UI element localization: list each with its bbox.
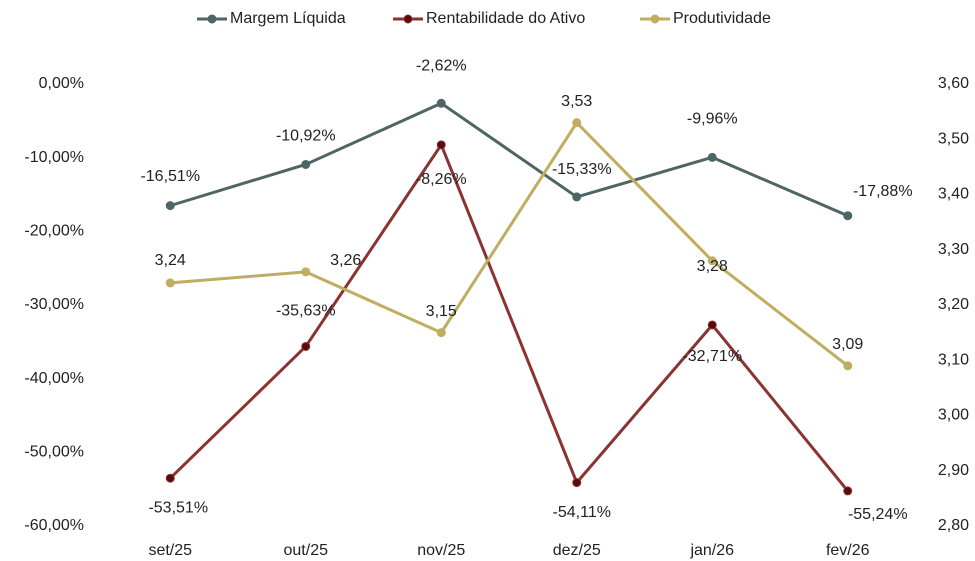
y-tick-label: -30,00% [24,296,84,313]
data-point [436,140,446,150]
y2-tick-label: 3,10 [938,351,969,368]
data-label: -32,71% [682,348,742,365]
y2-tick-label: 3,50 [938,130,969,147]
data-point [707,152,717,162]
data-point [301,341,311,351]
y-tick-label: -40,00% [24,370,84,387]
data-label: 3,53 [561,93,592,110]
data-label: -53,51% [148,499,208,516]
data-point [707,320,717,330]
series-line [169,101,849,218]
data-label: -54,11% [553,504,611,521]
data-point [436,328,446,338]
data-label: -2,62% [416,58,467,75]
y-tick-label: -60,00% [24,517,84,534]
data-point [572,192,582,202]
data-label: -8,26% [416,171,467,188]
y-tick-label: -10,00% [24,149,84,166]
data-point [843,361,853,371]
x-tick-label: dez/25 [553,542,601,559]
data-point [707,256,717,266]
legend-label: Margem Líquida [230,10,346,27]
data-point [165,473,175,483]
x-tick-label: out/25 [284,542,329,559]
data-label: 3,09 [832,336,863,353]
data-point [165,201,175,211]
legend-marker [403,14,413,24]
data-label: 3,28 [697,258,728,275]
data-label: -16,51% [140,168,200,185]
x-tick-label: fev/26 [826,542,870,559]
data-label: 3,24 [155,252,186,269]
data-label: -35,63% [276,303,336,320]
y2-tick-label: 3,30 [938,241,969,258]
data-point [436,98,446,108]
data-label: -9,96% [687,111,738,128]
legend-label: Rentabilidade do Ativo [426,10,585,27]
data-label: 3,15 [426,303,457,320]
series-line [169,143,849,492]
y2-tick-label: 3,40 [938,186,969,203]
series-line [170,121,849,367]
y-tick-label: 0,00% [39,75,84,92]
data-label: -15,33% [552,161,612,178]
x-tick-label: jan/26 [689,542,734,559]
data-point [572,118,582,128]
legend-marker [207,14,217,24]
y2-tick-label: 3,00 [938,407,969,424]
data-label: -10,92% [276,128,336,145]
data-point [165,278,175,288]
data-point [572,478,582,488]
data-label: -17,88% [853,183,913,200]
y2-tick-label: 3,60 [938,75,969,92]
data-label: -55,24% [848,506,908,523]
y-tick-label: -50,00% [24,444,84,461]
x-tick-label: nov/25 [417,542,465,559]
data-point [843,486,853,496]
data-label: 3,26 [330,252,361,269]
data-point [301,159,311,169]
x-tick-label: set/25 [148,542,192,559]
data-point [843,211,853,221]
legend-marker [650,14,660,24]
y2-tick-label: 2,90 [938,462,969,479]
y-tick-label: -20,00% [24,223,84,240]
data-point [301,267,311,277]
y2-tick-label: 3,20 [938,296,969,313]
y2-tick-label: 2,80 [938,517,969,534]
legend-label: Produtividade [673,10,771,27]
